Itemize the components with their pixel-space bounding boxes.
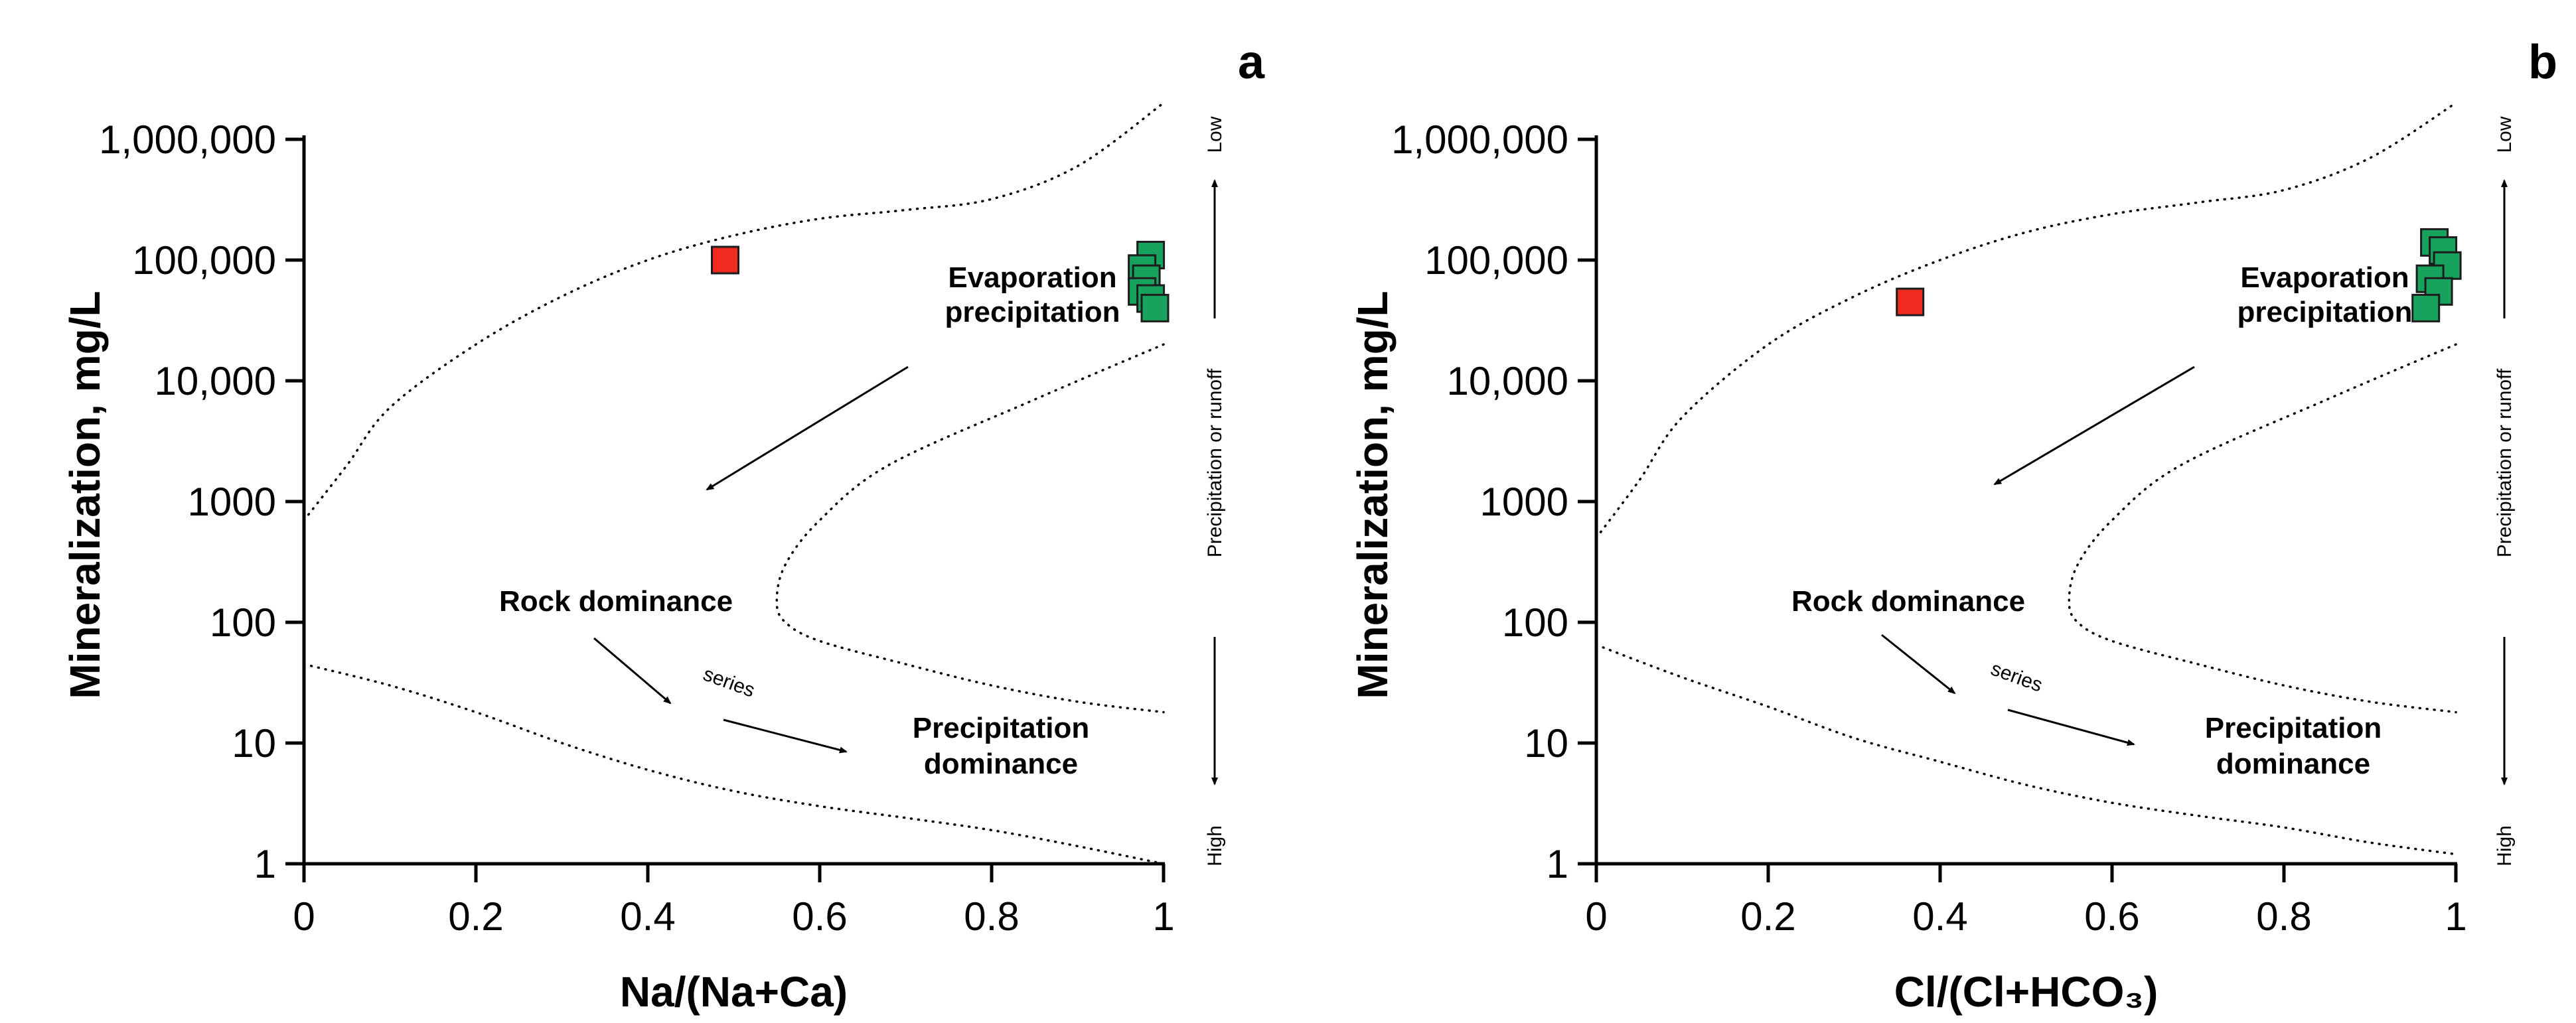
- series-arrow-right: [723, 718, 848, 754]
- x-tick-label: 0.6: [792, 894, 847, 939]
- x-tick-label: 0.2: [1740, 894, 1795, 939]
- rock-dominance-label: Rock dominance: [1791, 585, 2025, 618]
- x-tick-label: 0: [1585, 894, 1607, 939]
- x-tick-label: 0.8: [2256, 894, 2311, 939]
- side-label-high: High: [1204, 825, 1226, 866]
- series-arrow-right: [2007, 709, 2135, 746]
- data-point-green: [2411, 293, 2441, 322]
- y-axis-title: Mineralization, mg/L: [1349, 291, 1397, 699]
- side-label-low: Low: [1204, 116, 1226, 153]
- series-arrow-left: [1881, 634, 1956, 695]
- evaporation-label-line2: precipitation: [945, 296, 1120, 328]
- x-tick-label: 1: [2445, 894, 2466, 939]
- y-tick-label: 1: [254, 842, 276, 886]
- x-tick-label: 1: [1152, 894, 1174, 939]
- y-tick-label: 10,000: [1446, 359, 1568, 403]
- y-axis-title: Mineralization, mg/L: [61, 291, 109, 699]
- evaporation-arrow: [706, 366, 909, 491]
- y-tick-label: 100: [1502, 600, 1568, 645]
- side-label-low: Low: [2494, 116, 2516, 153]
- y-tick-label: 1,000,000: [1391, 117, 1568, 162]
- panel-label: b: [2528, 36, 2557, 89]
- evaporation-label-line1: Evaporation: [2240, 261, 2409, 294]
- chart-panel-a: 1 10 100 1000 10,000 100,000 1,000,000 0 0.2 0.4 0…: [61, 36, 1265, 1016]
- y-tick-label: 100: [210, 600, 276, 645]
- chart-panel-b: 1 10 100 1000 10,000 100,000 1,000,000 0 0.2 0.4 0…: [1349, 36, 2557, 1016]
- boundary-curve-middle: [2068, 343, 2457, 714]
- boundary-curve-upper: [303, 102, 1165, 521]
- x-tick-label: 0: [293, 894, 315, 939]
- x-tick-label: 0.4: [620, 894, 675, 939]
- y-tick-label: 1000: [188, 480, 276, 524]
- y-tick-label: 1,000,000: [99, 117, 276, 162]
- data-point-red: [1896, 287, 1925, 316]
- x-tick-label: 0.2: [448, 894, 503, 939]
- precipitation-dominance-label-line2: dominance: [924, 748, 1078, 780]
- side-label-precipitation-or-runoff: Precipitation or runoff: [2494, 368, 2516, 557]
- evaporation-label-line2: precipitation: [2237, 296, 2412, 328]
- precipitation-dominance-label-line1: Precipitation: [913, 712, 1090, 744]
- boundary-curve-lower: [1595, 644, 2457, 856]
- x-tick-label: 0.4: [1912, 894, 1967, 939]
- y-tick-label: 100,000: [1424, 238, 1568, 283]
- x-axis-title: Cl/(Cl+HCO₃): [1894, 968, 2159, 1016]
- side-label-high: High: [2494, 825, 2516, 866]
- side-label-precipitation-or-runoff: Precipitation or runoff: [1204, 368, 1226, 557]
- rock-dominance-label: Rock dominance: [499, 585, 733, 618]
- data-point-green: [1140, 293, 1170, 322]
- evaporation-arrow: [1993, 366, 2195, 486]
- y-tick-label: 100,000: [132, 238, 276, 283]
- series-label: series: [1988, 657, 2045, 696]
- series-arrow-left: [593, 637, 672, 705]
- y-tick-label: 1000: [1480, 480, 1568, 524]
- x-axis-title: Na/(Na+Ca): [620, 968, 848, 1016]
- boundary-curve-middle: [775, 343, 1165, 714]
- precipitation-dominance-label-line1: Precipitation: [2205, 712, 2382, 744]
- y-tick-label: 10: [1524, 721, 1568, 766]
- evaporation-label-line1: Evaporation: [948, 261, 1116, 294]
- y-tick-label: 1: [1547, 842, 1568, 886]
- series-label: series: [700, 663, 757, 701]
- precipitation-dominance-label-line2: dominance: [2216, 748, 2370, 780]
- x-tick-label: 0.6: [2084, 894, 2139, 939]
- data-point-red: [711, 245, 739, 275]
- y-tick-label: 10,000: [154, 359, 276, 403]
- y-tick-label: 10: [232, 721, 276, 766]
- x-tick-label: 0.8: [964, 894, 1019, 939]
- panel-label: a: [1238, 36, 1265, 89]
